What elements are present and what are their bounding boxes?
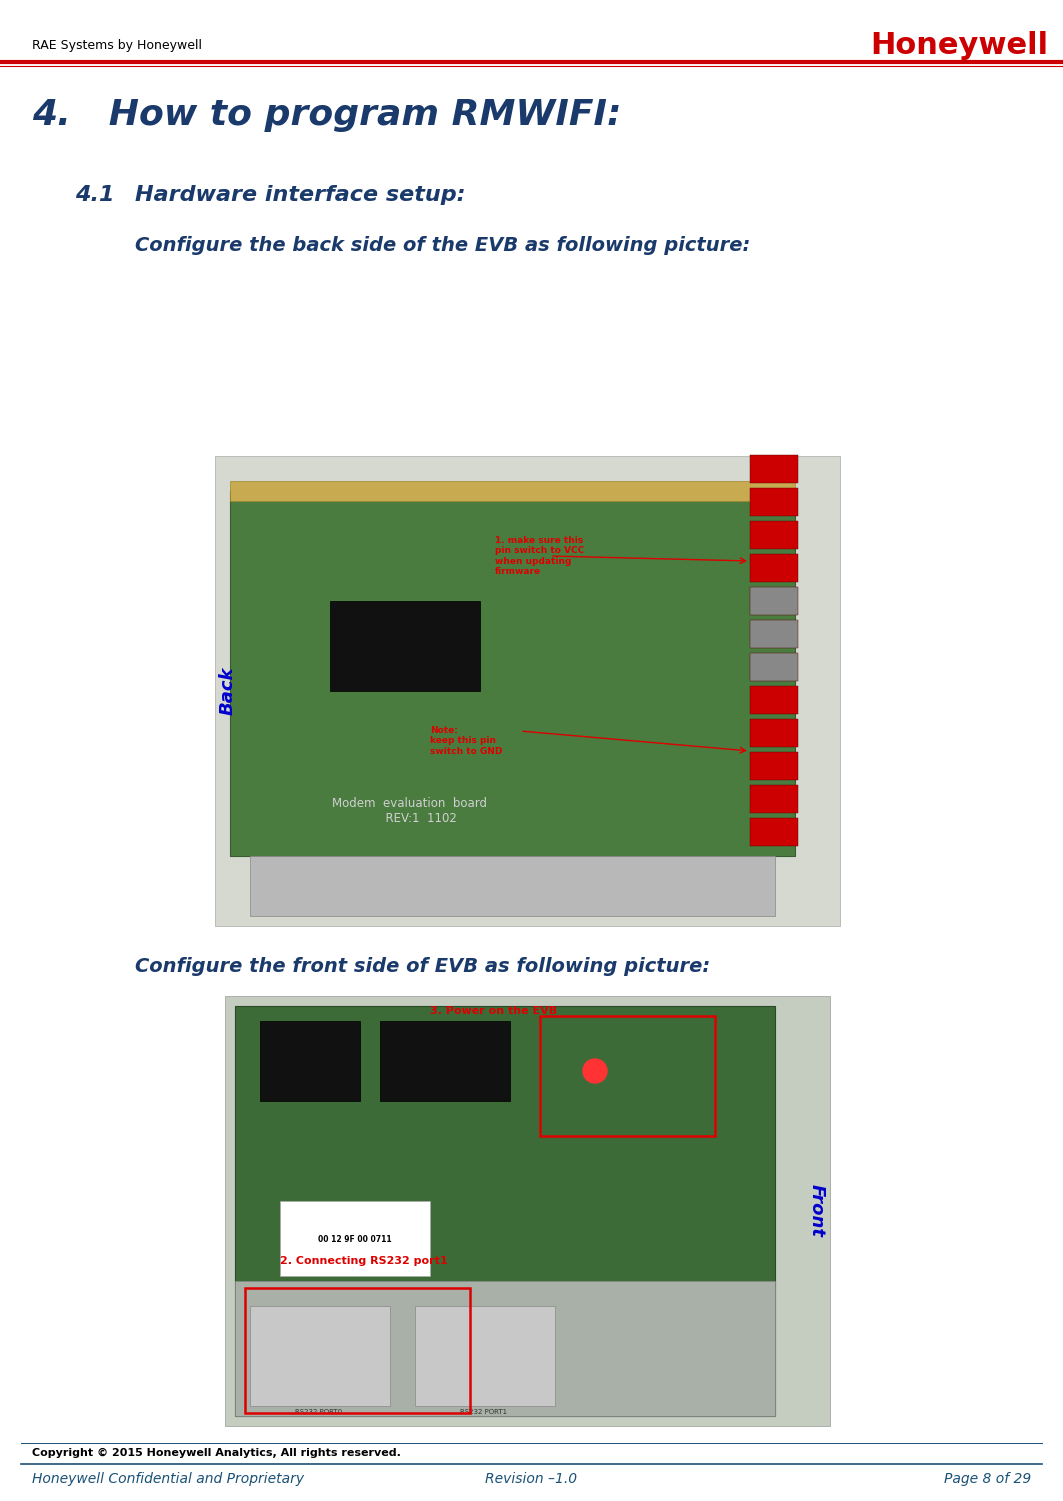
Text: 2. Connecting RS232 port1: 2. Connecting RS232 port1 [280,1256,448,1265]
FancyBboxPatch shape [215,456,840,926]
Text: 00 12 9F 00 0711: 00 12 9F 00 0711 [318,1234,392,1243]
Text: Configure the back side of the EVB as following picture:: Configure the back side of the EVB as fo… [135,236,750,255]
Text: Modem  evaluation  board
      REV:1  1102: Modem evaluation board REV:1 1102 [333,797,488,826]
Text: Hardware interface setup:: Hardware interface setup: [135,185,466,206]
Text: Copyright © 2015 Honeywell Analytics, All rights reserved.: Copyright © 2015 Honeywell Analytics, Al… [32,1448,401,1457]
Text: Note:
keep this pin
switch to GND: Note: keep this pin switch to GND [431,726,503,757]
FancyBboxPatch shape [235,1280,775,1415]
FancyBboxPatch shape [750,785,798,814]
Text: Honeywell: Honeywell [870,30,1048,60]
Text: RS232 PORT0: RS232 PORT0 [296,1409,342,1415]
Text: Page 8 of 29: Page 8 of 29 [944,1472,1031,1486]
FancyBboxPatch shape [280,1201,431,1276]
Text: RAE Systems by Honeywell: RAE Systems by Honeywell [32,39,202,51]
FancyBboxPatch shape [235,1006,775,1415]
FancyBboxPatch shape [750,686,798,714]
FancyBboxPatch shape [379,1021,510,1102]
FancyBboxPatch shape [225,997,830,1426]
FancyBboxPatch shape [750,488,798,516]
FancyBboxPatch shape [750,653,798,681]
FancyBboxPatch shape [415,1306,555,1406]
Text: Front: Front [808,1184,826,1237]
Text: 1. make sure this
pin switch to VCC
when updating
firmware: 1. make sure this pin switch to VCC when… [495,536,585,576]
FancyBboxPatch shape [750,521,798,549]
FancyBboxPatch shape [750,719,798,747]
Text: Honeywell Confidential and Proprietary: Honeywell Confidential and Proprietary [32,1472,304,1486]
FancyBboxPatch shape [230,480,795,501]
FancyBboxPatch shape [250,1306,390,1406]
Text: 4.1: 4.1 [75,185,115,206]
Text: Revision –1.0: Revision –1.0 [486,1472,577,1486]
Text: Back: Back [219,666,237,716]
Text: Configure the front side of EVB as following picture:: Configure the front side of EVB as follo… [135,956,710,976]
FancyBboxPatch shape [230,491,795,856]
FancyBboxPatch shape [750,587,798,615]
FancyBboxPatch shape [250,856,775,916]
Circle shape [583,1060,607,1084]
FancyBboxPatch shape [750,818,798,847]
FancyBboxPatch shape [260,1021,360,1102]
FancyBboxPatch shape [750,620,798,648]
FancyBboxPatch shape [750,455,798,483]
FancyBboxPatch shape [750,554,798,582]
Text: 3. Power on the EVB: 3. Power on the EVB [431,1006,557,1016]
FancyBboxPatch shape [330,600,480,690]
Text: 4.   How to program RMWIFI:: 4. How to program RMWIFI: [32,98,622,132]
FancyBboxPatch shape [750,752,798,781]
Text: RS232 PORT1: RS232 PORT1 [460,1409,507,1415]
